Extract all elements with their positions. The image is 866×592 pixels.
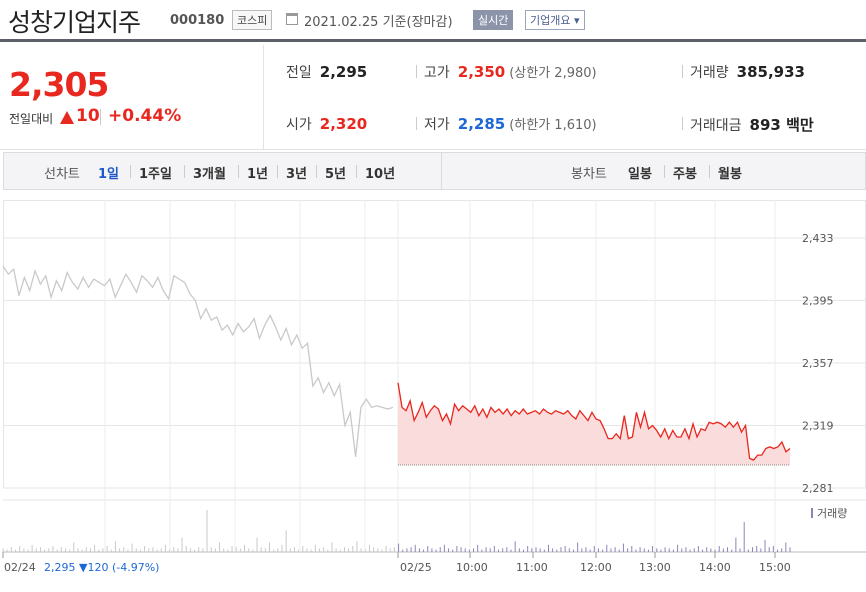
- bottom-note-date: 02/24: [4, 561, 36, 574]
- up-arrow-icon: [60, 111, 74, 124]
- stat-open: 시가 2,320: [286, 115, 368, 133]
- divider: [441, 152, 442, 190]
- prev-compare-label: 전일대비: [9, 112, 54, 126]
- tab-monthly-candle[interactable]: 월봉: [718, 167, 742, 182]
- divider: [184, 165, 185, 178]
- tab-3m[interactable]: 3개월: [193, 167, 226, 182]
- divider: [100, 109, 101, 125]
- stock-name: 성창기업지주: [8, 8, 141, 37]
- today-line: [397, 382, 791, 461]
- stock-code: 000180: [170, 13, 225, 28]
- stat-low: 저가 2,285 (하한가 1,610): [424, 115, 597, 133]
- divider: [416, 117, 417, 130]
- y-tick-label: 2,281: [802, 482, 834, 495]
- divider: [238, 165, 239, 178]
- stat-trade-amount: 거래대금 893 백만: [690, 116, 814, 134]
- x-tick-label: 12:00: [580, 561, 612, 574]
- today-area-fill: [398, 382, 790, 465]
- tab-1y[interactable]: 1년: [247, 167, 269, 182]
- company-overview-dropdown[interactable]: 기업개요 ▾: [525, 10, 585, 30]
- calendar-icon: [286, 13, 298, 25]
- chevron-down-icon: ▾: [573, 14, 580, 27]
- stat-volume: 거래량 385,933: [690, 63, 805, 81]
- price-change: 10: [76, 106, 100, 126]
- tab-5y[interactable]: 5년: [325, 167, 347, 182]
- price-stats: 전일 2,295 시가 2,320 고가 2,350 (상한가 2,980) 저가 2,2…: [264, 45, 866, 150]
- divider: [682, 65, 683, 78]
- y-tick-label: 2,357: [802, 357, 834, 370]
- divider: [709, 165, 710, 178]
- price-chart: 2,433 2,395 2,357 2,319 2,281 02/24 02/25 10:0…: [2, 200, 866, 574]
- volume-legend: 거래량: [817, 507, 847, 520]
- x-tick-label: 02/25: [400, 561, 432, 574]
- tab-1w[interactable]: 1주일: [139, 167, 172, 182]
- volume-legend-swatch: [811, 508, 813, 518]
- divider: [130, 165, 131, 178]
- divider: [664, 165, 665, 178]
- divider: [416, 65, 417, 78]
- y-tick-label: 2,395: [802, 295, 834, 308]
- x-tick-label: 13:00: [639, 561, 671, 574]
- x-tick-label: 11:00: [516, 561, 548, 574]
- chart-period-tabs: 선차트 1일 1주일 3개월 1년 3년 5년 10년 봉차트 일봉 주봉 월봉: [3, 152, 866, 190]
- tab-weekly-candle[interactable]: 주봉: [673, 167, 697, 182]
- prev-day-line: [2, 265, 394, 457]
- tab-daily-candle[interactable]: 일봉: [628, 167, 652, 182]
- market-badge: 코스피: [232, 10, 273, 30]
- stock-header: 성창기업지주 000180 코스피 2021.02.25 기준(장마감) 실시간…: [0, 0, 866, 42]
- tab-10y[interactable]: 10년: [365, 167, 396, 182]
- y-tick-label: 2,433: [802, 232, 834, 245]
- divider: [356, 165, 357, 178]
- tab-3y[interactable]: 3년: [286, 167, 308, 182]
- divider: [277, 165, 278, 178]
- stat-high: 고가 2,350 (상한가 2,980): [424, 63, 597, 81]
- candle-chart-label: 봉차트: [571, 167, 607, 182]
- price-change-percent: +0.44%: [108, 106, 182, 126]
- current-price: 2,305: [9, 65, 109, 104]
- x-tick-label: 15:00: [759, 561, 791, 574]
- current-price-box: 2,305 전일대비 10 +0.44%: [0, 45, 264, 150]
- stat-prev-close: 전일 2,295: [286, 63, 368, 81]
- line-chart-label: 선차트: [44, 167, 80, 182]
- tab-1d[interactable]: 1일: [98, 167, 120, 182]
- divider: [682, 117, 683, 130]
- y-tick-label: 2,319: [802, 420, 834, 433]
- x-tick-label: 10:00: [456, 561, 488, 574]
- quote-date: 2021.02.25 기준(장마감): [304, 15, 453, 30]
- bottom-note-price: 2,295 ▼120 (-4.97%): [44, 561, 159, 574]
- realtime-button[interactable]: 실시간: [473, 10, 514, 30]
- x-tick-label: 14:00: [699, 561, 731, 574]
- divider: [316, 165, 317, 178]
